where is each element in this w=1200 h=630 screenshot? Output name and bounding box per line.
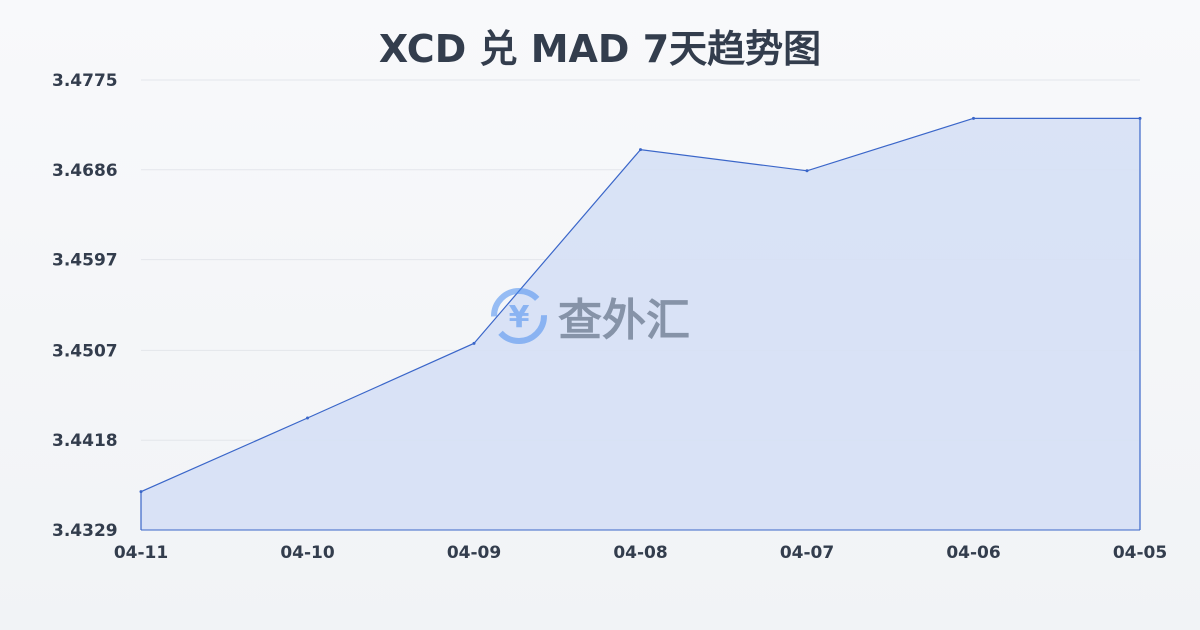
x-tick-label: 04-09 (447, 543, 501, 563)
x-tick-label: 04-07 (780, 543, 834, 563)
watermark-text: 查外汇 (558, 295, 690, 346)
svg-text:¥: ¥ (509, 300, 530, 335)
chart-title: XCD 兑 MAD 7天趋势图 (378, 27, 822, 71)
data-point (306, 416, 309, 420)
x-tick-label: 04-08 (613, 543, 667, 563)
data-point (972, 116, 975, 120)
y-tick-label: 3.4775 (52, 71, 118, 91)
y-tick-label: 3.4418 (52, 431, 118, 451)
data-point (472, 341, 476, 345)
x-tick-label: 04-11 (114, 543, 168, 563)
y-tick-label: 3.4507 (52, 341, 118, 361)
x-tick-label: 04-06 (946, 543, 1000, 563)
watermark: ¥ 查外汇 (488, 284, 690, 348)
data-point (805, 169, 809, 173)
y-tick-label: 3.4686 (52, 161, 118, 181)
data-point (139, 490, 143, 494)
yen-exchange-icon: ¥ (491, 288, 547, 344)
y-tick-label: 3.4597 (52, 251, 118, 271)
data-point (639, 148, 642, 152)
data-point (1138, 116, 1142, 120)
x-tick-label: 04-05 (1113, 543, 1167, 563)
area-fill (141, 118, 1140, 530)
y-tick-label: 3.4329 (52, 521, 118, 541)
x-tick-label: 04-10 (280, 543, 335, 563)
